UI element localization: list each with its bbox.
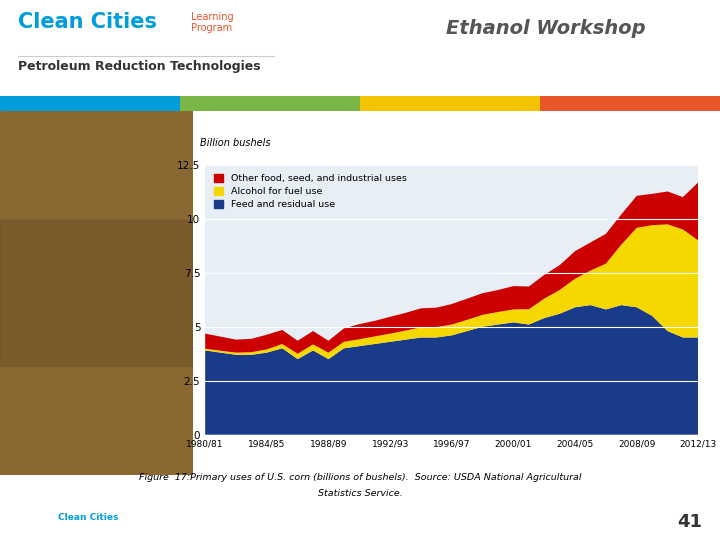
Bar (0, 96, 180, 111)
Text: Clean Cities: Clean Cities (18, 12, 157, 32)
Text: Clean Cities: Clean Cities (58, 513, 118, 522)
Legend: Other food, seed, and industrial uses, Alcohol for fuel use, Feed and residual u: Other food, seed, and industrial uses, A… (210, 170, 410, 213)
Text: Ethanol Workshop: Ethanol Workshop (446, 19, 646, 38)
Bar (0, 220, 193, 366)
Bar (180, 96, 360, 111)
Text: Figure  17:Primary uses of U.S. corn (billions of bushels).  Source: USDA Nation: Figure 17:Primary uses of U.S. corn (bil… (139, 472, 581, 482)
Text: Petroleum Reduction Technologies: Petroleum Reduction Technologies (18, 60, 261, 73)
Bar (360, 96, 540, 111)
Text: Billion bushels: Billion bushels (200, 138, 271, 149)
Bar (540, 96, 720, 111)
Text: Learning
Program: Learning Program (191, 12, 233, 33)
Text: 41: 41 (677, 513, 702, 531)
Text: Statistics Service.: Statistics Service. (318, 489, 402, 498)
